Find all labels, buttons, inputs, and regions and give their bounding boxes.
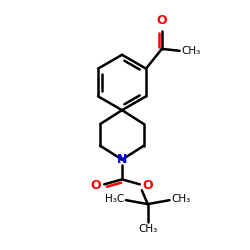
Text: CH₃: CH₃ xyxy=(138,224,157,234)
Text: CH₃: CH₃ xyxy=(182,46,201,56)
Text: O: O xyxy=(91,179,101,192)
Text: O: O xyxy=(143,179,154,192)
Text: H₃C: H₃C xyxy=(105,194,124,204)
Text: N: N xyxy=(117,153,127,166)
Text: O: O xyxy=(156,14,167,27)
Text: CH₃: CH₃ xyxy=(172,194,191,204)
